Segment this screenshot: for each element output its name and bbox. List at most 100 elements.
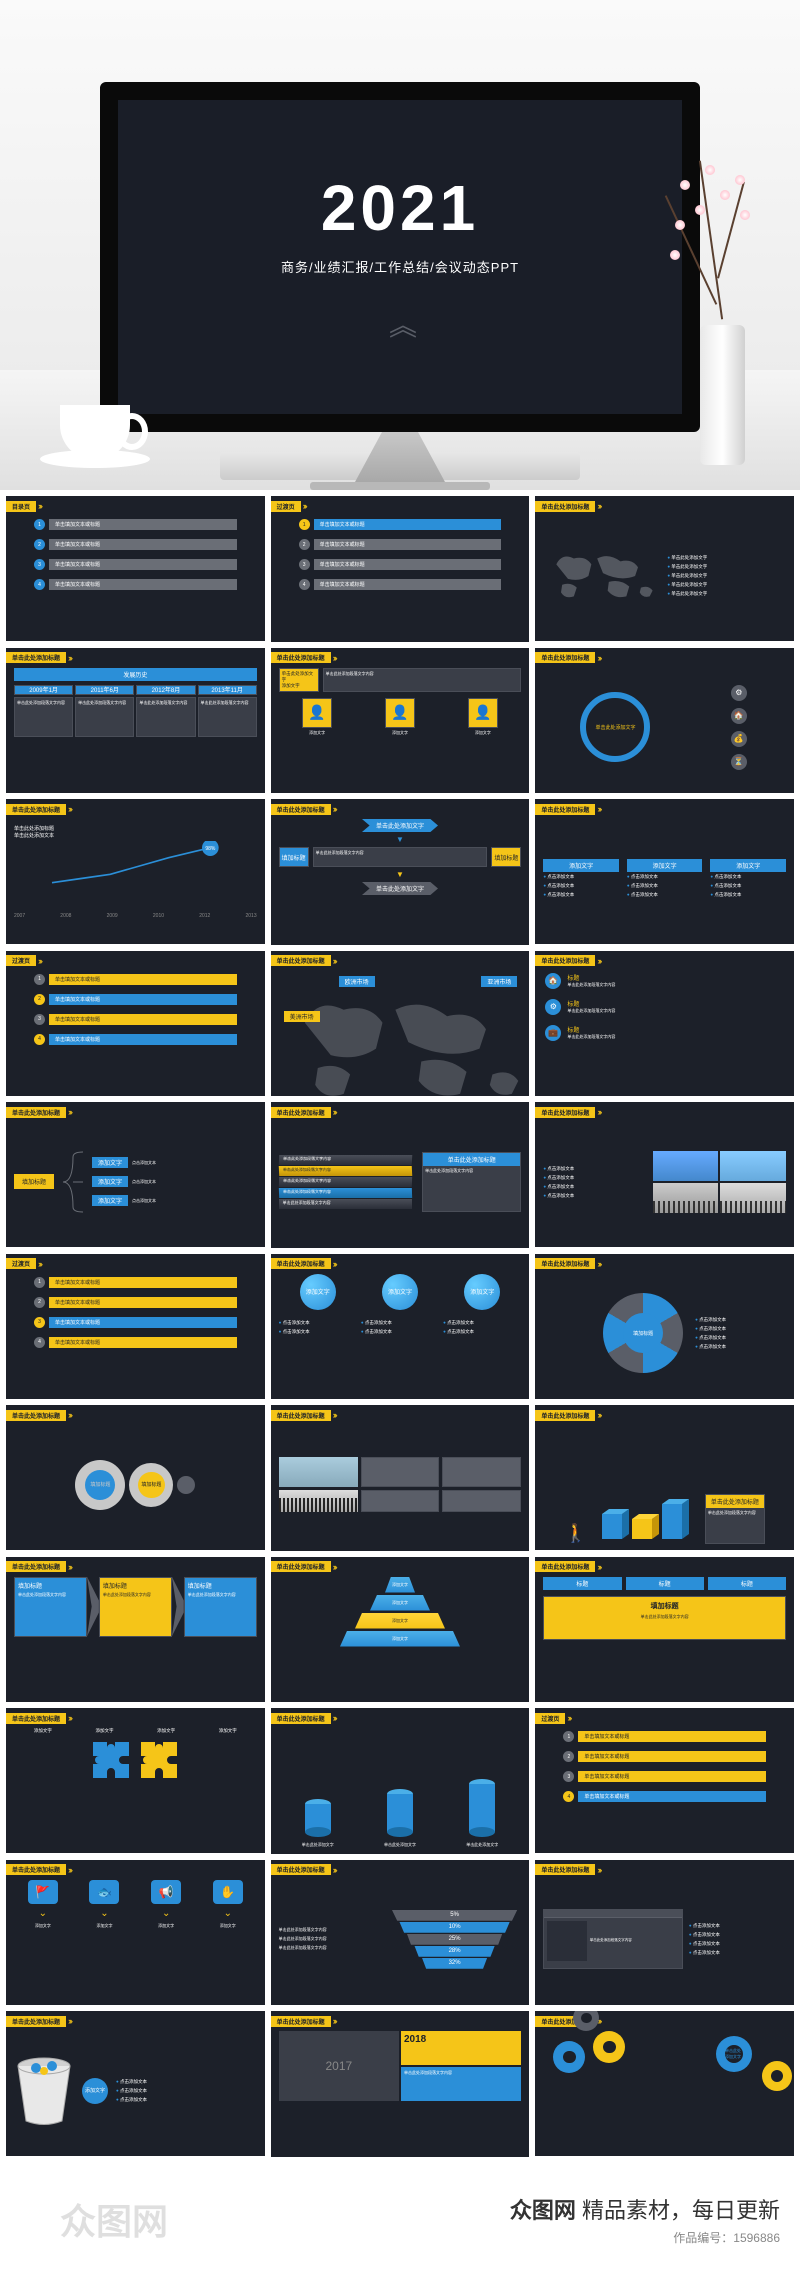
cylinder-icon — [385, 1788, 415, 1838]
slide-transition-3[interactable]: 过渡页››› 1单击填加文本或标题 2单击填加文本或标题 3单击填加文本或标题 … — [6, 1254, 265, 1399]
sphere-icon: 添加文字 — [382, 1274, 418, 1310]
gear-icon — [762, 2061, 792, 2091]
panel — [442, 1490, 521, 1512]
slide-books[interactable]: 单击此处添加标题››› 单击此处添加段落文字内容 单击此处添加段落文字内容 单击… — [271, 1102, 530, 1248]
person-icon: 👤 — [302, 698, 332, 728]
slide-3d-cubes[interactable]: 单击此处添加标题››› 🚶 单击此处添加标题 单击此处添加段落文字内容 — [535, 1405, 794, 1550]
person-icon: 👤 — [385, 698, 415, 728]
bucket-icon — [14, 2056, 74, 2126]
photo-placeholder — [720, 1183, 786, 1213]
svg-text:98%: 98% — [205, 846, 216, 852]
slide-pyramid[interactable]: 单击此处添加标题››› 添加文字 添加文字 添加文字 添加文字 — [271, 1557, 530, 1703]
title-slide: 2021 商务/业绩汇报/工作总结/会议动态PPT ︽ — [100, 82, 700, 432]
slide-image-grid[interactable]: 单击此处添加标题››› 点击添加文本点击添加文本点击添加文本点击添加文本 — [535, 1102, 794, 1247]
vase — [700, 325, 745, 465]
cube-chart — [597, 1484, 697, 1544]
gear-icon: 单击此处添加文字 — [716, 2036, 752, 2072]
hourglass-icon: ⏳ — [731, 754, 747, 770]
gear-icon — [593, 2031, 625, 2063]
slide-funnel[interactable]: 单击此处添加标题››› 单击此处添加段落文字内容 单击此处添加段落文字内容 单击… — [271, 1860, 530, 2006]
slide-ring[interactable]: 单击此处添加标题››› 单击此处添加文字 ⚙ 🏠 💰 ⏳ — [535, 648, 794, 793]
slide-3panel-arrows[interactable]: 单击此处添加标题››› 填加标题单击此处添加段落文字内容 填加标题单击此处添加段… — [6, 1557, 265, 1702]
gear-icon: 填加标题 — [129, 1463, 173, 1507]
slide-gears[interactable]: 单击此处添加标题››› 填加标题 填加标题 — [6, 1405, 265, 1550]
chevron-icon: ››› — [597, 501, 600, 511]
gear-icon: ⚙ — [545, 999, 561, 1015]
slide-grid: 目录页››› 1单击填加文本或标题 2单击填加文本或标题 3单击填加文本或标题 … — [0, 490, 800, 2163]
home-icon: 🏠 — [545, 973, 561, 989]
monitor: 2021 商务/业绩汇报/工作总结/会议动态PPT ︽ — [100, 82, 700, 490]
home-icon: 🏠 — [731, 708, 747, 724]
cash-icon: 💰 — [731, 731, 747, 747]
slide-toc-1[interactable]: 目录页››› 1单击填加文本或标题 2单击填加文本或标题 3单击填加文本或标题 … — [6, 496, 265, 641]
slide-worldmap-2[interactable]: 单击此处添加标题››› 欧洲市场 亚洲市场 美洲市场 澳洲市场 — [271, 951, 530, 1097]
slide-bucket[interactable]: 单击此处添加标题››› 添加文字 点击添加文本点击添加文本点击添加文本 — [6, 2011, 265, 2156]
photo-placeholder — [653, 1183, 719, 1213]
slide-history[interactable]: 单击此处添加标题››› 发展历史 2009年1月 2011年6月 2012年8月… — [6, 648, 265, 793]
chevron-down-icon: ⌄ — [39, 1908, 47, 1919]
callout-box: 单击此处添加文字添加文字 — [279, 668, 319, 692]
bracket-icon — [58, 1147, 88, 1217]
photo-placeholder — [279, 1457, 358, 1487]
slide-puzzle[interactable]: 单击此处添加标题››› 添加文字添加文字 添加文字添加文字 — [6, 1708, 265, 1853]
slide-browser-mockup[interactable]: 单击此处添加标题››› 单击此处添加段落文字内容 点击添加文本点击添加文本点击添… — [535, 1860, 794, 2005]
panel — [361, 1490, 440, 1512]
slide-3circles[interactable]: 单击此处添加标题››› 添加文字 添加文字 添加文字 点击添加文本点击添加文本 … — [271, 1254, 530, 1400]
slide-transition-2[interactable]: 过渡页››› 1单击填加文本或标题 2单击填加文本或标题 3单击填加文本或标题 … — [6, 951, 265, 1096]
fish-icon: 🐟 — [89, 1880, 119, 1904]
slide-3col-text[interactable]: 单击此处添加标题››› 添加文字点击添加文本点击添加文本点击添加文本 添加文字点… — [535, 799, 794, 944]
panel — [361, 1457, 440, 1487]
flowers — [660, 160, 770, 340]
slide-5gears[interactable]: 单击此处添加标题››› 单击此处添加文字 — [535, 2011, 794, 2156]
sphere-icon: 添加文字 — [300, 1274, 336, 1310]
slide-bracket[interactable]: 单击此处添加标题››› 填加标题 添加文字点击添加文本 添加文字点击添加文本 添… — [6, 1102, 265, 1247]
cylinder-icon: 1 — [303, 1798, 333, 1838]
slide-line-chart[interactable]: 单击此处添加标题››› 单击此处添加标题单击此处添加文本 98% 2007200… — [6, 799, 265, 944]
gear-icon — [573, 2011, 599, 2031]
puzzle-icon — [139, 1740, 179, 1780]
brand-logo: 众图网 — [60, 2193, 168, 2245]
watermark-footer: 众图网 众图网 精品素材，每日更新 作品编号：1596886 — [0, 2163, 800, 2276]
photo-placeholder — [279, 1490, 358, 1512]
slide-transition-1[interactable]: 过渡页››› 1单击填加文本或标题 2单击填加文本或标题 3单击填加文本或标题 … — [271, 496, 530, 642]
line-chart: 98% — [14, 841, 257, 891]
title-year: 2021 — [321, 171, 479, 245]
slide-icon-chevrons[interactable]: 单击此处添加标题››› 🚩 🐟 📢 ✋ ⌄⌄⌄⌄ 添加文字 添加文字 添加文字 … — [6, 1860, 265, 2005]
slide-donut-segments[interactable]: 单击此处添加标题››› 填加标题 点击添加文本点击添加文本点击添加文本点击添加文… — [535, 1254, 794, 1399]
person-icon: 👤 — [468, 698, 498, 728]
hand-icon: ✋ — [213, 1880, 243, 1904]
slide-transition-4[interactable]: 过渡页››› 1单击填加文本或标题 2单击填加文本或标题 3单击填加文本或标题 … — [535, 1708, 794, 1853]
flag-icon: 🚩 — [28, 1880, 58, 1904]
sphere-icon: 添加文字 — [464, 1274, 500, 1310]
world-map-icon — [279, 971, 530, 1097]
panel — [442, 1457, 521, 1487]
gear-icon — [553, 2041, 585, 2073]
photo-placeholder — [653, 1151, 719, 1181]
puzzle-icon — [91, 1740, 131, 1780]
gear-icon: 填加标题 — [75, 1460, 125, 1510]
map-bullets: 单击此处添加文字单击此处添加文字 单击此处添加文字单击此处添加文字 单击此处添加… — [667, 553, 707, 598]
megaphone-icon: 📢 — [151, 1880, 181, 1904]
segmented-donut: 填加标题 — [603, 1293, 683, 1373]
chevron-icon: ››› — [38, 501, 41, 511]
cylinder-icon — [467, 1778, 497, 1838]
slide-team[interactable]: 单击此处添加标题››› 单击此处添加文字添加文字 单击此处添加段落文字内容 👤添… — [271, 648, 530, 794]
title-subtitle: 商务/业绩汇报/工作总结/会议动态PPT — [281, 257, 519, 276]
svg-text:1: 1 — [316, 1798, 321, 1800]
slide-cylinders[interactable]: 单击此处添加标题››› 1单击此处添加文字 单击此处添加文字 单击此处添加文字 — [271, 1708, 530, 1854]
slide-worldmap-1[interactable]: 单击此处添加标题››› 单击此处添加文字单击此处添加文字 单击此处添加文字单击此… — [535, 496, 794, 641]
slide-icon-list[interactable]: 单击此处添加标题››› 🏠标题单击此处添加段落文字内容 ⚙标题单击此处添加段落文… — [535, 951, 794, 1096]
person-icon: 🚶 — [564, 1523, 586, 1544]
hero-mockup: 2021 商务/业绩汇报/工作总结/会议动态PPT ︽ — [0, 0, 800, 490]
photo-placeholder — [720, 1151, 786, 1181]
slide-process-arrows[interactable]: 单击此处添加标题››› 单击此处添加文字 ▼ 填加标题 单击此处添加段落文字内容… — [271, 799, 530, 945]
briefcase-icon: 💼 — [545, 1025, 561, 1041]
gear-icon: ⚙ — [731, 685, 747, 701]
world-map-icon — [543, 541, 663, 611]
chevron-icon: ››› — [303, 501, 306, 511]
slide-callout-box[interactable]: 单击此处添加标题››› 标题 标题 标题 填加标题 单击此处添加段落文字内容 — [535, 1557, 794, 1702]
slide-year-compare[interactable]: 单击此处添加标题››› 2017 2018 单击此处添加段落文字内容 — [271, 2011, 530, 2157]
slide-photo-panels[interactable]: 单击此处添加标题››› — [271, 1405, 530, 1551]
ring-chart: 单击此处添加文字 — [580, 692, 650, 762]
chevron-up-icon: ︽ — [389, 304, 411, 344]
